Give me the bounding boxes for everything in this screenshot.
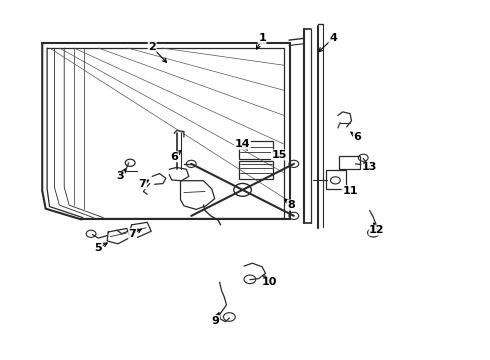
Text: 7: 7 [129,229,137,239]
Text: 2: 2 [148,42,156,52]
Text: 1: 1 [258,33,266,43]
Text: 8: 8 [288,200,295,210]
FancyBboxPatch shape [326,170,345,189]
Text: 6: 6 [353,132,361,142]
Text: 9: 9 [212,316,220,325]
Text: 6: 6 [170,152,178,162]
Text: 5: 5 [95,243,102,253]
Text: 3: 3 [117,171,124,181]
FancyBboxPatch shape [339,156,360,169]
Text: 7: 7 [139,179,147,189]
Text: 13: 13 [362,162,377,172]
Text: 15: 15 [271,150,287,160]
Text: 11: 11 [343,186,358,196]
Text: 4: 4 [329,33,337,43]
FancyBboxPatch shape [239,161,273,179]
Text: 12: 12 [369,225,385,235]
FancyBboxPatch shape [239,140,273,159]
Text: 10: 10 [262,277,277,287]
Text: 14: 14 [235,139,250,149]
